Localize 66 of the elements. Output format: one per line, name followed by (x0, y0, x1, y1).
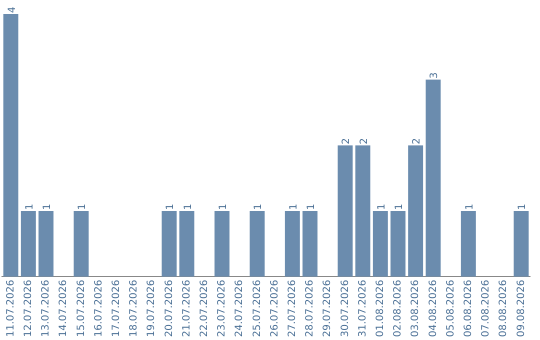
x-tick-label: 06.08.2026 (462, 280, 474, 338)
data-label: 1 (77, 204, 88, 210)
x-tick-label: 23.07.2026 (216, 280, 228, 338)
x-tick-label: 26.07.2026 (269, 280, 280, 338)
x-tick-label: 18.07.2026 (128, 280, 140, 338)
x-tick-label: 02.08.2026 (392, 280, 404, 338)
x-tick-label: 20.07.2026 (164, 280, 175, 338)
x-tick-label: 21.07.2026 (181, 280, 192, 338)
x-tick-label: 31.07.2026 (357, 280, 368, 338)
x-tick-label: 13.07.2026 (40, 280, 52, 338)
bar (3, 14, 18, 277)
bar (338, 145, 353, 277)
bar (372, 211, 388, 277)
bar (514, 211, 529, 277)
bar (214, 211, 230, 277)
x-tick-label: 27.07.2026 (286, 280, 298, 338)
x-tick-label: 19.07.2026 (146, 280, 158, 338)
bar (390, 211, 406, 277)
x-tick-label: 08.08.2026 (498, 280, 510, 338)
data-label: 1 (253, 204, 264, 210)
bar (426, 80, 441, 277)
x-tick-label: 22.07.2026 (198, 280, 210, 338)
x-tick-label: 12.07.2026 (22, 280, 34, 338)
bar (38, 211, 54, 277)
x-tick-label: 24.07.2026 (234, 280, 246, 338)
data-label: 1 (464, 204, 476, 210)
x-tick-label: 14.07.2026 (58, 280, 70, 338)
data-label: 1 (24, 204, 36, 210)
x-tick-label: 17.07.2026 (110, 280, 122, 338)
data-label: 1 (288, 204, 300, 210)
bar (162, 211, 177, 277)
data-label: 3 (429, 72, 440, 79)
bar (20, 211, 36, 277)
x-tick-label: 15.07.2026 (76, 280, 87, 338)
data-label: 2 (358, 138, 370, 144)
data-label: 1 (165, 204, 176, 210)
x-tick-label: 07.08.2026 (480, 280, 492, 338)
x-tick-label: 30.07.2026 (340, 280, 351, 338)
data-label: 2 (412, 138, 423, 144)
data-label: 1 (218, 204, 229, 210)
x-tick-label: 04.08.2026 (428, 280, 439, 338)
data-label: 1 (42, 204, 53, 210)
bar (179, 211, 194, 277)
bar (408, 145, 424, 277)
data-label: 2 (341, 138, 352, 144)
x-tick-label: 05.08.2026 (445, 280, 456, 338)
bar (250, 211, 265, 277)
x-tick-label: 16.07.2026 (93, 280, 104, 338)
bar (302, 211, 318, 277)
x-tick-label: 03.08.2026 (410, 280, 422, 338)
bar (284, 211, 300, 277)
data-label: 1 (376, 204, 388, 210)
bar (460, 211, 476, 277)
x-tick-label: 25.07.2026 (252, 280, 263, 338)
bar (355, 145, 370, 277)
x-tick-label: 29.07.2026 (322, 280, 334, 338)
data-label: 4 (6, 6, 18, 13)
data-label: 1 (182, 204, 194, 210)
data-label: 1 (394, 204, 405, 210)
bar (74, 211, 89, 277)
data-label: 1 (517, 204, 528, 210)
data-label: 1 (306, 204, 317, 210)
x-tick-label: 11.07.2026 (5, 280, 16, 338)
x-tick-label: 09.08.2026 (516, 280, 527, 338)
x-tick-label: 01.08.2026 (374, 280, 386, 338)
x-tick-label: 28.07.2026 (304, 280, 316, 338)
